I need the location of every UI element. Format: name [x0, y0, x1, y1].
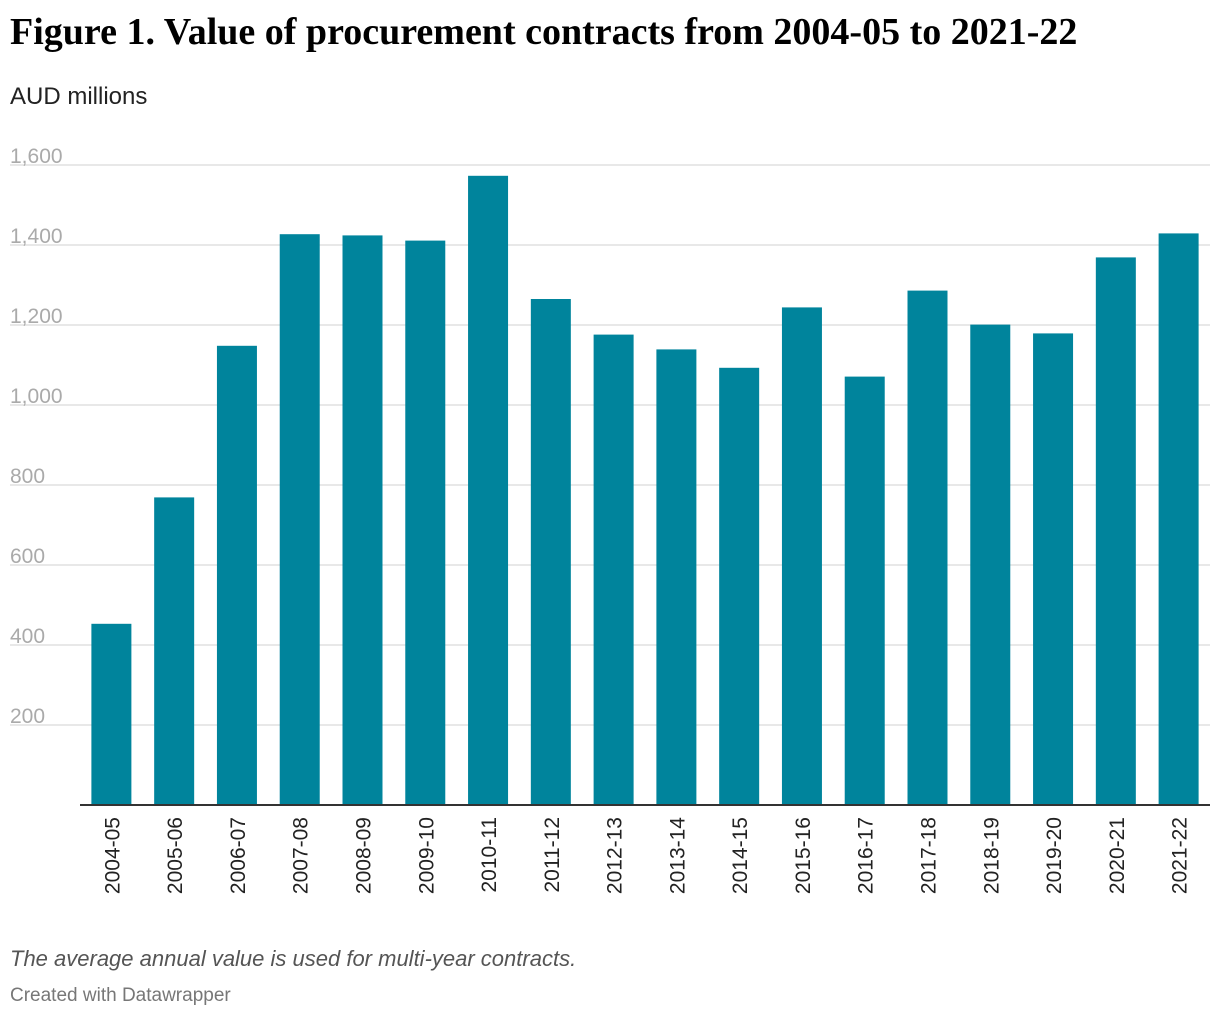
bar [468, 175, 509, 806]
x-tick-label: 2019-20 [1043, 817, 1066, 894]
x-tick-label: 2009-10 [415, 817, 438, 894]
bar [719, 367, 760, 805]
y-tick-label: 400 [10, 625, 45, 648]
bar [154, 497, 195, 805]
bar [530, 299, 571, 805]
x-tick-label: 2017-18 [918, 817, 941, 894]
chart-subtitle: AUD millions [10, 83, 148, 110]
x-tick-label: 2015-16 [792, 817, 815, 894]
x-tick-label: 2010-11 [478, 817, 501, 893]
x-tick-label: 2020-21 [1106, 817, 1129, 894]
bar [91, 623, 132, 805]
bar [279, 234, 320, 805]
x-tick-label: 2005-06 [164, 817, 187, 894]
x-tick-label: 2011-12 [541, 817, 564, 893]
bar [593, 334, 634, 805]
bar [970, 324, 1011, 805]
bar [907, 290, 948, 806]
bar [844, 376, 885, 805]
y-tick-label: 800 [10, 465, 45, 488]
x-tick-label: 2013-14 [666, 817, 689, 894]
y-tick-label: 1,200 [10, 305, 63, 328]
x-tick-label: 2016-17 [855, 817, 878, 894]
x-tick-label: 2004-05 [101, 817, 124, 894]
x-tick-label: 2007-08 [290, 817, 313, 894]
x-tick-label: 2014-15 [729, 817, 752, 894]
y-tick-label: 1,400 [10, 225, 63, 248]
bar-chart: 200 400 600 800 1,000 1,200 1,400 1,600 2004-05 2… [10, 145, 1210, 894]
x-tick-label: 2018-19 [980, 817, 1003, 894]
bar [781, 307, 822, 805]
bar [1095, 257, 1136, 805]
x-tick-label: 2006-07 [227, 817, 250, 894]
bar [405, 240, 446, 806]
chart-credit: Created with Datawrapper [10, 985, 231, 1006]
y-tick-label: 1,000 [10, 385, 63, 408]
bar [1158, 233, 1199, 805]
x-tick-label: 2012-13 [604, 817, 627, 894]
bar [656, 349, 697, 805]
chart-note: The average annual value is used for mul… [10, 946, 577, 971]
bar [1033, 333, 1074, 805]
y-tick-label: 200 [10, 705, 45, 728]
y-tick-label: 1,600 [10, 145, 63, 168]
x-tick-label: 2008-09 [353, 817, 376, 894]
bar [216, 345, 257, 805]
bar [342, 235, 383, 805]
y-tick-label: 600 [10, 545, 45, 568]
x-tick-label: 2021-22 [1169, 817, 1192, 894]
chart-title: Figure 1. Value of procurement contracts… [10, 11, 1078, 53]
